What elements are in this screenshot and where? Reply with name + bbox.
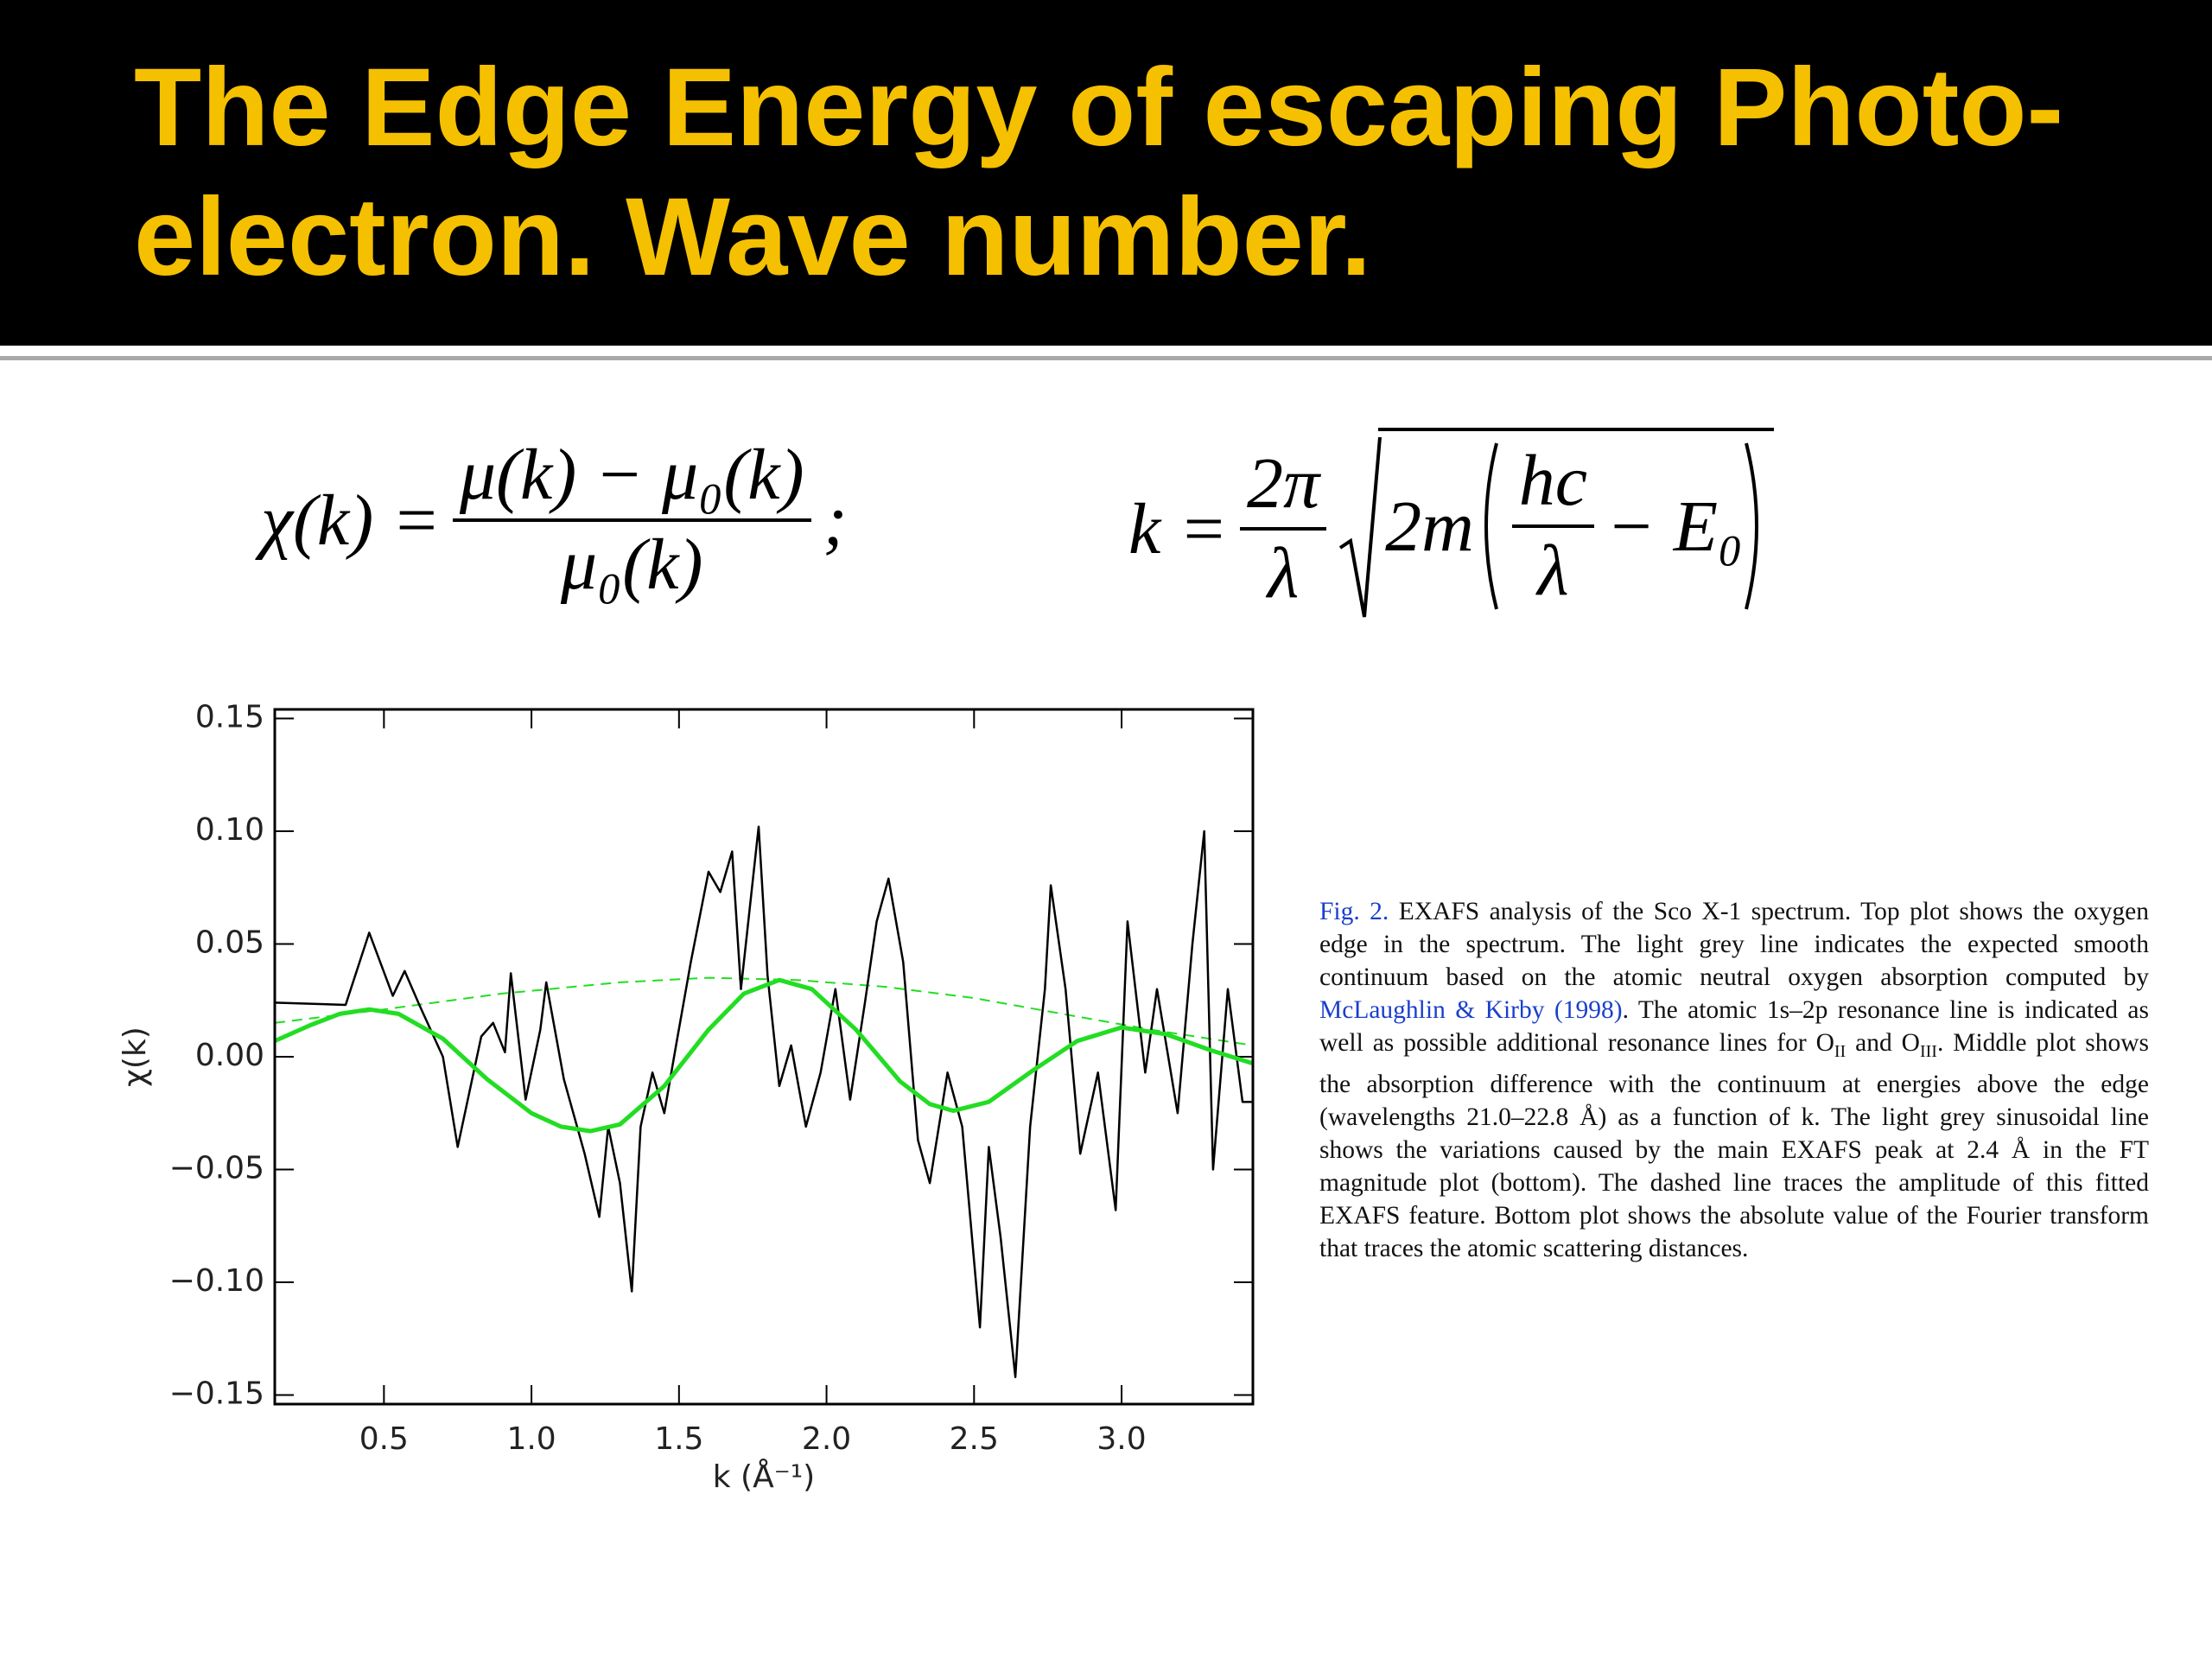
formula-lhs: k = — [1128, 488, 1228, 569]
y-tick-label: −0.15 — [169, 1376, 264, 1412]
y-tick-label: 0.00 — [195, 1038, 264, 1073]
numerator: 2π — [1239, 441, 1327, 531]
citation: McLaughlin & Kirby — [1319, 996, 1545, 1024]
numerator: μ(k) − μ₀(k) — [452, 432, 811, 522]
sqrt-sign — [1338, 436, 1382, 618]
caption-text: EXAFS analysis of the Sco X-1 spectrum. … — [1319, 898, 2149, 991]
header-band — [0, 0, 2212, 346]
denominator: λ — [1537, 531, 1569, 611]
radicand: 2m — [1385, 486, 1474, 567]
citation-year: (1998) — [1554, 996, 1623, 1024]
formula-end: ; — [823, 480, 848, 561]
y-tick-label: −0.05 — [169, 1151, 264, 1186]
y-tick-label: −0.10 — [169, 1263, 264, 1299]
x-tick-label: 3.0 — [1096, 1421, 1146, 1457]
data-line — [275, 977, 1253, 1134]
plot-frame — [273, 708, 1255, 1406]
fraction: 2π λ — [1239, 441, 1327, 617]
x-tick-label: 1.0 — [506, 1421, 556, 1457]
caption-text: . Middle plot shows the absorption diffe… — [1319, 1029, 2149, 1262]
x-tick-label: 2.5 — [950, 1421, 999, 1457]
slide-title: The Edge Energy of escaping Photo- elect… — [134, 43, 2063, 302]
formula-k: k = 2π λ 2m hc λ − E₀ — [1128, 428, 1775, 626]
denominator: λ — [1267, 533, 1300, 613]
figure-caption: Fig. 2. EXAFS analysis of the Sco X-1 sp… — [1319, 895, 2149, 1265]
caption-label: Fig. 2. — [1319, 898, 1389, 925]
title-line: The Edge Energy of escaping Photo- — [134, 46, 2064, 169]
subscript: II — [1834, 1041, 1847, 1061]
fraction: hc λ — [1511, 438, 1595, 614]
numerator: hc — [1511, 438, 1595, 528]
formula-lhs: χ(k) = — [261, 480, 441, 561]
title-line: electron. Wave number. — [134, 175, 1372, 299]
radical: 2m hc λ − E₀ — [1378, 428, 1775, 614]
data-line — [275, 825, 1253, 1378]
subscript: III — [1919, 1041, 1937, 1061]
fraction: μ(k) − μ₀(k) μ₀(k) — [452, 432, 811, 608]
y-axis-label: χ(k) — [118, 1027, 153, 1087]
y-tick-label: 0.10 — [195, 812, 264, 848]
inner-end: − E₀ — [1606, 486, 1744, 567]
header-rule — [0, 356, 2212, 360]
caption-text: and O — [1846, 1029, 1920, 1057]
x-tick-label: 1.5 — [654, 1421, 703, 1457]
data-line — [275, 976, 1253, 1046]
caption-text: . The atomic 1s–2p resonance line is ind… — [1319, 996, 2149, 1057]
x-axis-label: k (Å⁻¹) — [713, 1458, 815, 1495]
x-tick-label: 2.0 — [802, 1421, 851, 1457]
y-tick-label: 0.15 — [195, 699, 264, 734]
x-tick-label: 0.5 — [359, 1421, 409, 1457]
denominator: μ₀(k) — [560, 524, 703, 605]
paren-left — [1484, 442, 1498, 610]
paren-right — [1745, 442, 1759, 610]
y-tick-label: 0.05 — [195, 925, 264, 960]
formula-chi: χ(k) = μ(k) − μ₀(k) μ₀(k) ; — [261, 432, 848, 608]
